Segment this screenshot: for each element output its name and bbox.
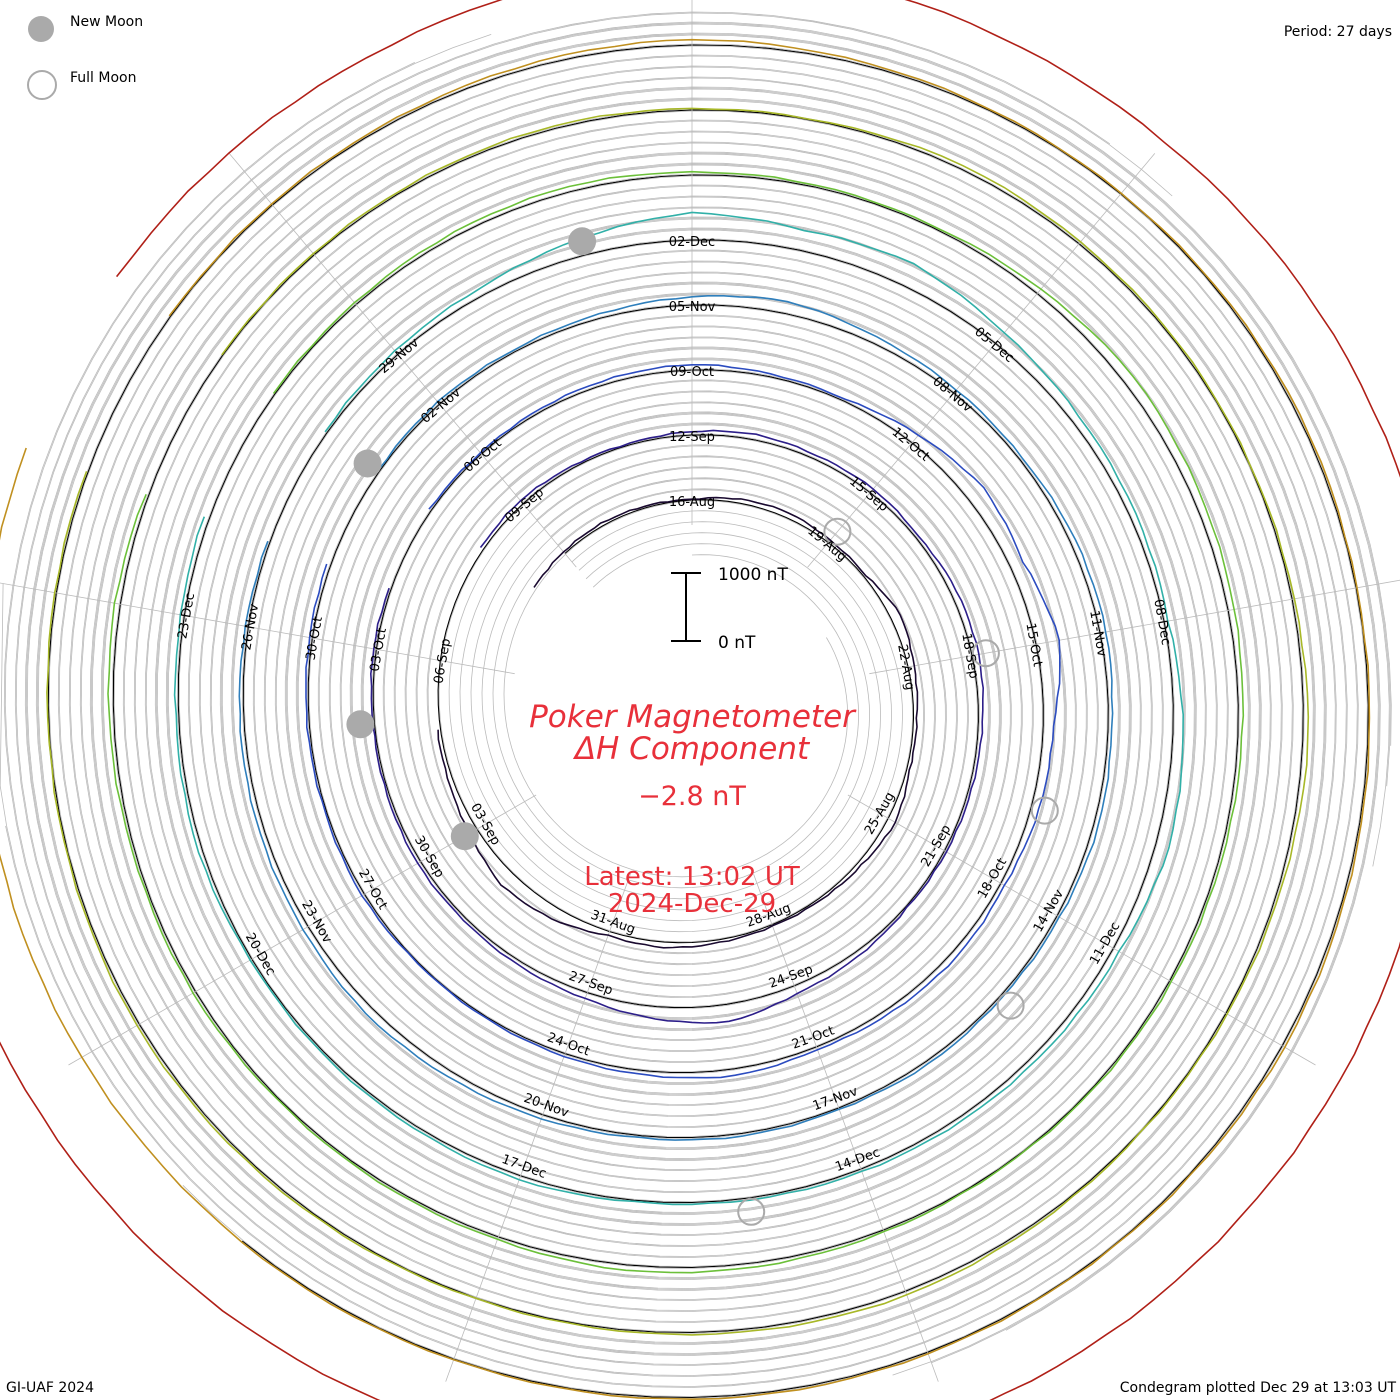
- series-trace-4: [238, 295, 1114, 1141]
- new-moon-legend-icon: [28, 16, 54, 42]
- series-trace-8: [0, 38, 1371, 1400]
- grid-spiral: [15, 12, 1336, 1365]
- date-label: 12-Sep: [669, 430, 715, 445]
- full-moon-marker: [737, 1197, 766, 1226]
- date-label: 15-Sep: [846, 474, 891, 515]
- grid-spoke: [228, 153, 577, 568]
- latest-time: Latest: 13:02 UT: [584, 862, 800, 892]
- date-label: 06-Sep: [431, 637, 454, 685]
- grid-spiral: [26, 23, 1390, 1354]
- grid-spoke: [869, 579, 1400, 675]
- grid-spiral: [24, 21, 1392, 1356]
- grid-spiral: [14, 11, 1337, 1366]
- grid-spoke: [847, 794, 1316, 1066]
- full-moon-marker: [971, 639, 1000, 668]
- chart-title-line1: Poker Magnetometer: [529, 699, 857, 735]
- series-trace-5: [173, 211, 1185, 1206]
- new-moon-marker: [346, 710, 375, 739]
- date-label: 02-Dec: [669, 235, 715, 250]
- footer-credit: GI-UAF 2024: [6, 1380, 94, 1396]
- full-moon-marker: [823, 517, 852, 546]
- grid-spiral: [5, 54, 1359, 1388]
- date-label: 18-Oct: [975, 856, 1010, 902]
- date-label: 09-Sep: [502, 485, 547, 526]
- latest-date: 2024-Dec-29: [608, 889, 776, 919]
- date-label: 02-Nov: [418, 385, 464, 427]
- baseline-spiral: [47, 44, 1369, 1399]
- full-moon-marker: [996, 991, 1025, 1020]
- series-trace-1: [437, 496, 919, 949]
- grid-spiral: [25, 22, 1391, 1355]
- date-label: 09-Oct: [670, 365, 714, 380]
- date-label: 16-Aug: [669, 495, 715, 510]
- grid-spiral: [48, 45, 1368, 1397]
- date-label: 06-Oct: [461, 436, 504, 476]
- grid-spiral: [0, 55, 1358, 1387]
- date-label: 20-Nov: [522, 1091, 571, 1121]
- scale-bottom-label: 0 nT: [718, 633, 756, 653]
- date-label: 26-Nov: [239, 603, 262, 652]
- series-trace-3: [305, 364, 1061, 1079]
- date-label: 05-Nov: [669, 300, 716, 315]
- date-label: 05-Dec: [971, 325, 1016, 366]
- grid-spoke: [807, 153, 1156, 568]
- current-value: −2.8 nT: [638, 781, 746, 812]
- moon-layer: [346, 227, 1059, 1226]
- scale-bar: 1000 nT 0 nT: [671, 565, 788, 653]
- full-moon-legend-label: Full Moon: [70, 70, 137, 86]
- scale-top-label: 1000 nT: [718, 565, 788, 585]
- new-moon-marker: [353, 449, 382, 478]
- series-trace-7: [46, 107, 1310, 1336]
- date-label: 22-Aug: [894, 643, 917, 691]
- series-trace-6: [107, 170, 1245, 1274]
- grid-spiral: [3, 62, 1348, 1377]
- grid-spoke: [445, 873, 631, 1382]
- grid-spiral: [4, 34, 1347, 1376]
- chart-title-line2: ΔH Component: [573, 731, 811, 767]
- full-moon-legend-icon: [27, 70, 57, 100]
- grid-spiral: [46, 43, 1370, 1399]
- grid-spoke: [753, 873, 939, 1382]
- full-moon-marker: [1030, 796, 1059, 825]
- date-label: 08-Nov: [929, 374, 975, 416]
- grid-spiral: [37, 34, 1379, 1376]
- grid-spiral: [35, 32, 1381, 1345]
- new-moon-marker: [568, 227, 597, 256]
- period-label: Period: 27 days: [1283, 24, 1392, 40]
- footer-plot-time: Condegram plotted Dec 29 at 13:03 UT: [1119, 1380, 1396, 1396]
- date-label: 29-Nov: [377, 335, 423, 377]
- new-moon-marker: [450, 822, 479, 851]
- series-trace-2: [369, 429, 985, 1024]
- grid-spoke: [0, 582, 515, 675]
- new-moon-legend-label: New Moon: [70, 14, 144, 30]
